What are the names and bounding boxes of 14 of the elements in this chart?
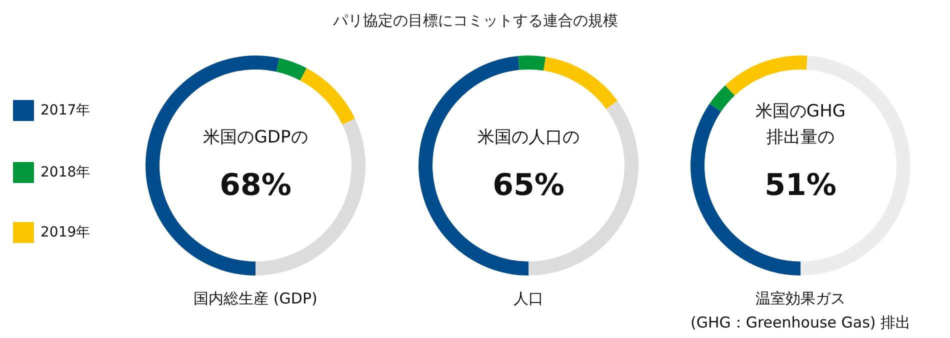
text: 国内総生産 (GDP) xyxy=(194,290,318,308)
text: 温室効果ガス (GHG：Greenhouse Gas) 排出 xyxy=(690,290,911,332)
text: 人口 xyxy=(514,290,544,308)
text: 65% xyxy=(492,168,564,203)
legend-label: 2019年 xyxy=(40,224,90,240)
text: 68% xyxy=(220,168,292,203)
text: 51% xyxy=(764,168,836,203)
text: 米国のGDPの xyxy=(203,128,308,148)
text: 米国のGHG xyxy=(755,102,846,122)
text: 米国の人口の xyxy=(478,128,580,148)
legend-label: 2018年 xyxy=(40,164,90,180)
chart-title: パリ協定の目標にコミットする連合の規模 xyxy=(332,12,618,30)
text: 排出量の xyxy=(766,128,834,148)
legend-label: 2017年 xyxy=(40,102,90,118)
